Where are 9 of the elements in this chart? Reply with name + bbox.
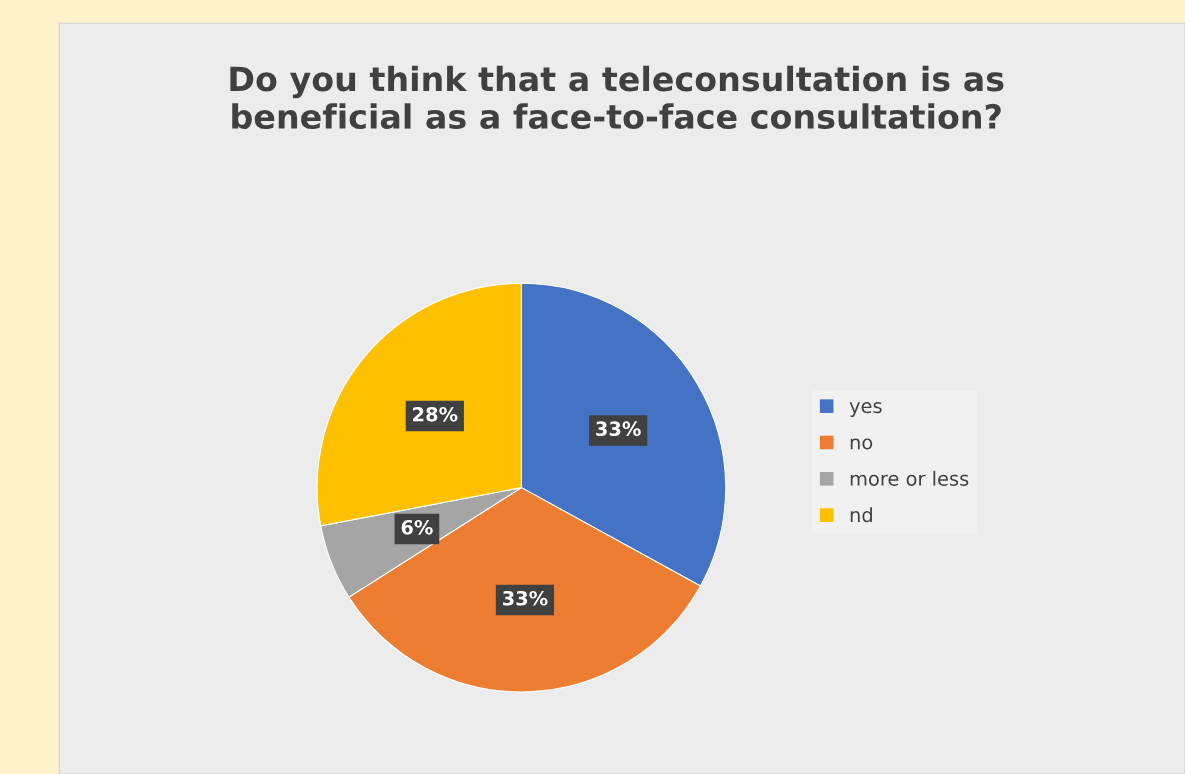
data-label: 28%	[413, 406, 458, 422]
legend-label: yes	[849, 402, 882, 418]
data-label: 33%	[596, 421, 641, 437]
chart-title: Do you think that a teleconsultation is as beneficial as a face-to-face consultation?	[230, 65, 1004, 130]
data-label: 33%	[502, 590, 548, 606]
legend-label: nd	[850, 507, 872, 523]
data-label: 6%	[401, 519, 433, 535]
legend-label: more or less	[850, 470, 969, 486]
legend-label: no	[850, 438, 873, 450]
